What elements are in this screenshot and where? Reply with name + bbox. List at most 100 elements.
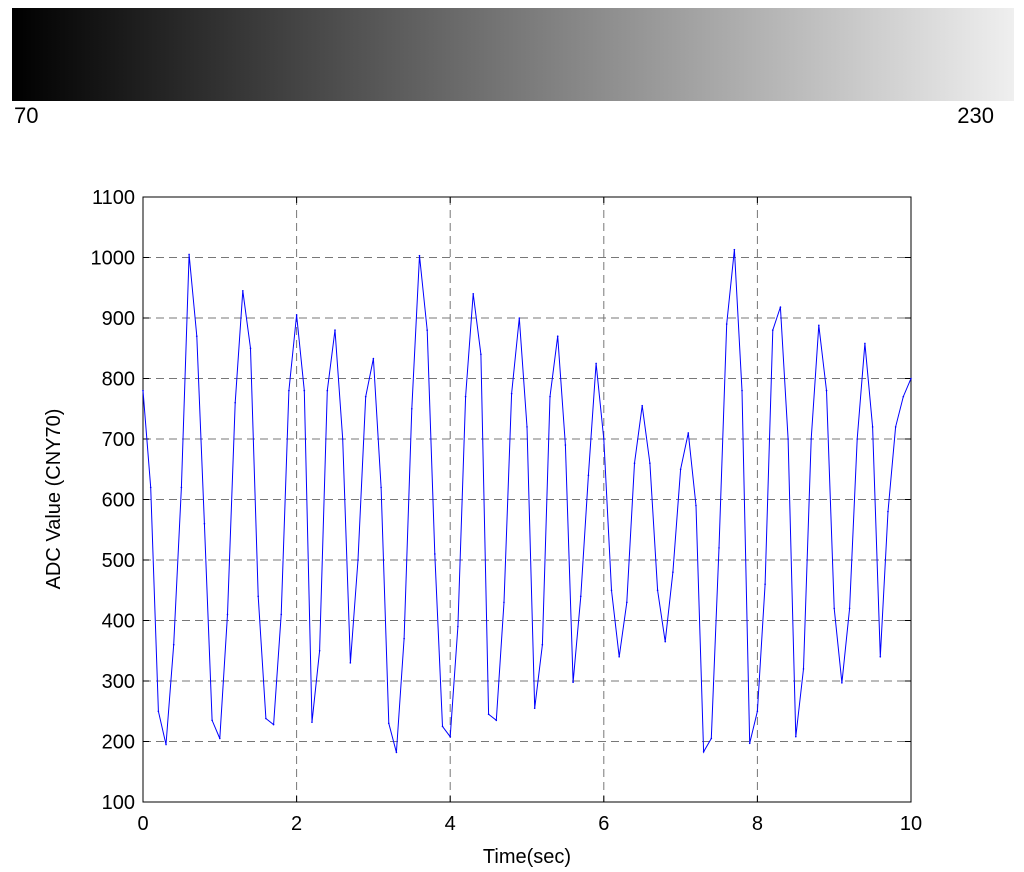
x-tick-label: 0	[137, 813, 148, 835]
y-tick-label: 100	[102, 792, 135, 814]
x-tick-label: 6	[598, 813, 609, 835]
data-point	[434, 553, 436, 555]
data-point	[303, 389, 306, 392]
data-point	[733, 248, 736, 251]
data-point	[165, 743, 167, 746]
y-tick-label: 1000	[91, 248, 136, 270]
color-scale-max-label: 230	[957, 103, 994, 128]
data-point	[426, 329, 428, 331]
data-point	[764, 583, 766, 585]
data-point	[295, 314, 298, 316]
data-point	[787, 438, 789, 440]
data-point	[441, 725, 444, 728]
data-point	[180, 486, 183, 489]
data-point	[556, 335, 559, 337]
data-point	[157, 710, 160, 713]
data-point	[795, 735, 797, 738]
data-point	[288, 389, 290, 392]
series-line	[142, 249, 912, 754]
data-points	[142, 248, 912, 754]
data-point	[518, 317, 521, 319]
data-point	[687, 432, 690, 434]
data-point	[257, 595, 260, 598]
y-tick-label: 400	[102, 611, 135, 633]
data-point	[818, 324, 820, 327]
data-point	[403, 637, 405, 640]
data-point	[280, 613, 283, 616]
data-point	[610, 589, 613, 592]
data-point	[864, 342, 866, 345]
data-point	[672, 571, 674, 573]
data-point	[203, 522, 206, 525]
color-scale-min-label: 70	[14, 103, 39, 128]
data-point	[579, 595, 582, 598]
data-point	[380, 486, 382, 489]
data-point	[833, 607, 835, 610]
data-point	[779, 306, 782, 308]
data-point	[311, 721, 313, 723]
data-point	[910, 377, 912, 380]
y-tick-label: 500	[102, 550, 135, 572]
data-point	[495, 719, 498, 722]
data-point	[879, 656, 882, 658]
data-point	[756, 710, 759, 713]
data-point	[771, 329, 774, 331]
data-point	[149, 486, 152, 489]
data-point	[810, 438, 812, 440]
x-tick-label: 2	[291, 813, 302, 835]
x-tick-label: 8	[752, 813, 763, 835]
data-point	[725, 323, 728, 325]
color-scale-bar	[12, 8, 1014, 101]
data-point	[618, 656, 620, 658]
data-point	[702, 750, 705, 753]
data-point	[387, 722, 390, 725]
data-point	[418, 254, 421, 257]
data-point	[318, 649, 321, 652]
y-tick-label: 900	[102, 308, 135, 330]
data-point	[195, 335, 198, 337]
y-tick-label: 700	[102, 429, 135, 451]
data-point	[802, 668, 805, 670]
data-point	[341, 438, 344, 440]
data-point	[718, 547, 720, 549]
data-point	[902, 395, 905, 398]
data-point	[234, 401, 236, 404]
y-tick-label: 800	[102, 369, 135, 391]
data-point	[841, 682, 843, 684]
data-point	[219, 737, 221, 740]
data-point	[188, 253, 190, 256]
data-point	[656, 589, 659, 592]
data-point	[626, 601, 628, 604]
data-point	[326, 389, 329, 392]
data-point	[603, 438, 605, 440]
data-point	[211, 719, 213, 722]
data-point	[848, 607, 851, 610]
data-point	[142, 389, 144, 392]
data-point	[595, 362, 597, 365]
data-point	[894, 426, 897, 428]
data-point	[449, 735, 452, 738]
data-point	[510, 392, 513, 395]
y-tick-label: 200	[102, 732, 135, 754]
data-point	[487, 713, 490, 716]
data-point	[649, 462, 651, 465]
data-point	[856, 438, 859, 440]
data-point	[748, 742, 751, 745]
data-point	[265, 717, 267, 720]
data-point	[825, 389, 828, 392]
data-point	[679, 468, 682, 471]
data-point	[587, 474, 590, 477]
y-tick-label: 300	[102, 671, 135, 693]
x-tick-label: 10	[900, 813, 922, 835]
y-axis-label: ADC Value (CNY70)	[43, 409, 65, 590]
data-point	[457, 625, 459, 628]
data-point	[503, 601, 505, 604]
data-point	[549, 395, 551, 398]
data-point	[633, 462, 636, 465]
data-point	[564, 444, 567, 446]
data-point	[349, 662, 352, 664]
data-point	[710, 737, 713, 740]
x-axis-label: Time(sec)	[483, 846, 571, 868]
data-point	[334, 329, 336, 331]
